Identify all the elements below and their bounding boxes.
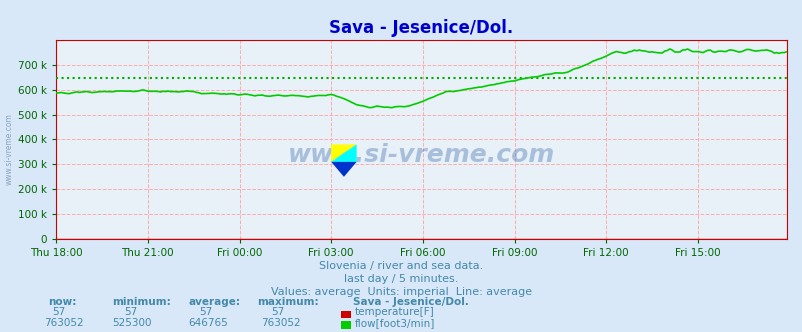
Text: 57: 57	[271, 307, 285, 317]
Text: www.si-vreme.com: www.si-vreme.com	[288, 143, 554, 167]
Text: 763052: 763052	[261, 318, 300, 328]
Text: flow[foot3/min]: flow[foot3/min]	[354, 318, 435, 328]
Text: average:: average:	[188, 297, 241, 307]
Text: temperature[F]: temperature[F]	[354, 307, 434, 317]
Text: Values: average  Units: imperial  Line: average: Values: average Units: imperial Line: av…	[270, 287, 532, 297]
Text: 57: 57	[124, 307, 138, 317]
Text: now:: now:	[48, 297, 76, 307]
Text: 525300: 525300	[112, 318, 152, 328]
Text: 646765: 646765	[188, 318, 229, 328]
Polygon shape	[330, 144, 356, 162]
Text: last day / 5 minutes.: last day / 5 minutes.	[344, 274, 458, 284]
Polygon shape	[330, 144, 356, 162]
Title: Sava - Jesenice/Dol.: Sava - Jesenice/Dol.	[329, 19, 513, 37]
Text: 57: 57	[52, 307, 66, 317]
Text: 763052: 763052	[44, 318, 83, 328]
Text: maximum:: maximum:	[257, 297, 318, 307]
Text: Sava - Jesenice/Dol.: Sava - Jesenice/Dol.	[353, 297, 468, 307]
Polygon shape	[330, 162, 356, 177]
Text: www.si-vreme.com: www.si-vreme.com	[5, 114, 14, 185]
Text: 57: 57	[199, 307, 213, 317]
Text: Slovenia / river and sea data.: Slovenia / river and sea data.	[319, 261, 483, 271]
Text: minimum:: minimum:	[112, 297, 171, 307]
